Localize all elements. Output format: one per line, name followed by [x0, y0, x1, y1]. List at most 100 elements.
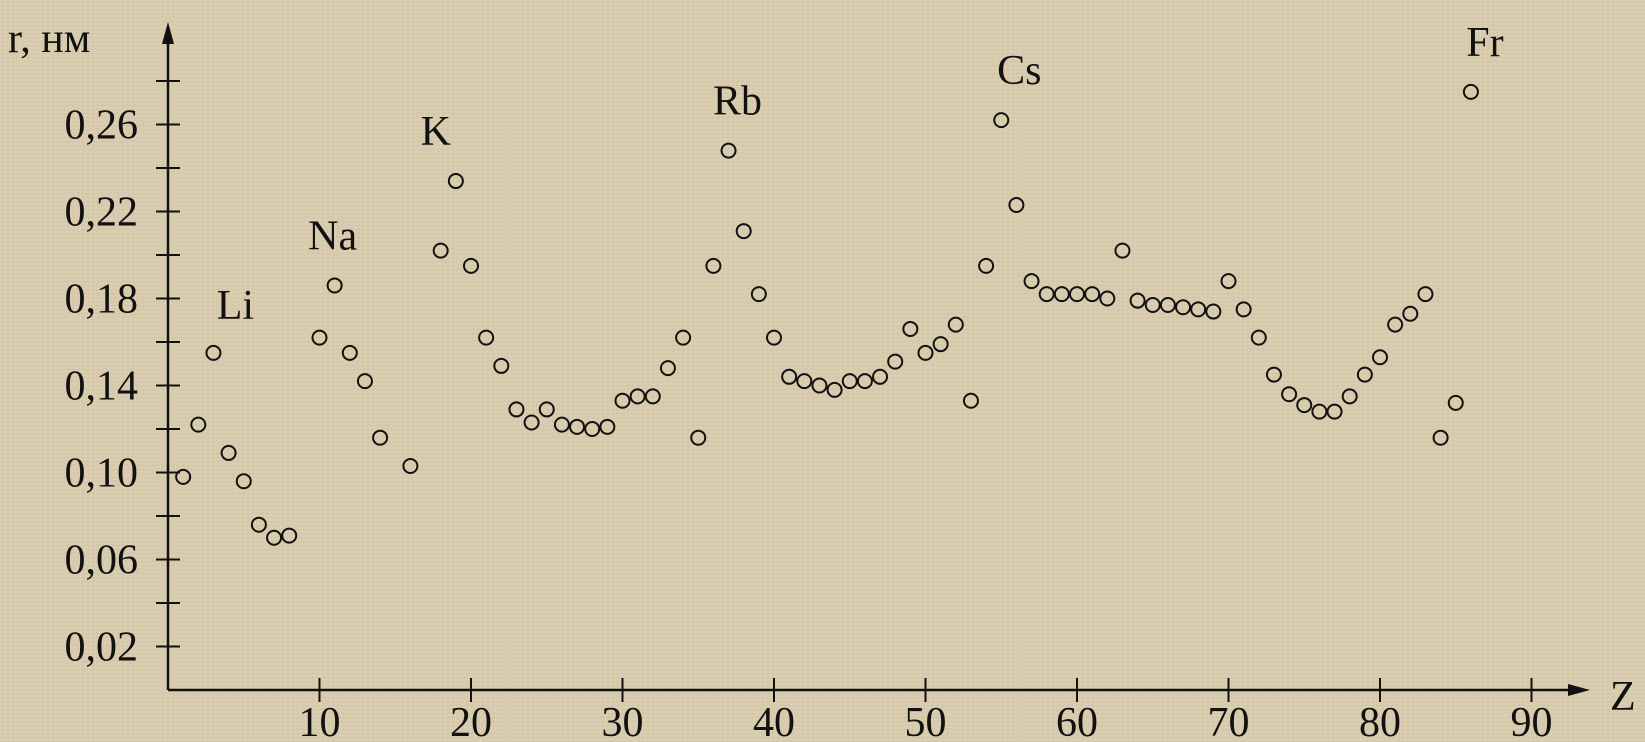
- data-point: [705, 257, 722, 274]
- x-tick-label: 20: [450, 700, 492, 742]
- y-tick-label: 0,02: [65, 625, 139, 671]
- data-point: [235, 473, 252, 490]
- data-point: [690, 429, 707, 446]
- data-point: [341, 344, 358, 361]
- data-point: [493, 357, 510, 374]
- data-point: [1356, 366, 1373, 383]
- data-point: [1205, 303, 1222, 320]
- data-point: [826, 381, 843, 398]
- x-tick-label: 90: [1511, 700, 1553, 742]
- data-point: [917, 344, 934, 361]
- data-point: [205, 344, 222, 361]
- data-point: [447, 173, 464, 190]
- data-point: [1311, 403, 1328, 420]
- data-point: [175, 468, 192, 485]
- data-point: [1462, 83, 1479, 100]
- data-point: [811, 377, 828, 394]
- data-point: [1175, 299, 1192, 316]
- data-point: [1417, 286, 1434, 303]
- y-axis-arrow: [162, 22, 174, 44]
- x-axis-arrow: [1568, 684, 1590, 696]
- data-point: [1144, 297, 1161, 314]
- data-point: [1114, 242, 1131, 259]
- x-tick-label: 70: [1208, 700, 1250, 742]
- data-point: [1069, 286, 1085, 303]
- data-point: [478, 329, 495, 346]
- x-tick-label: 60: [1056, 700, 1098, 742]
- data-point: [993, 112, 1010, 129]
- data-point: [281, 527, 298, 544]
- data-point: [1053, 286, 1070, 303]
- y-tick-label: 0,06: [65, 538, 139, 584]
- data-point: [902, 320, 919, 337]
- data-point: [190, 416, 207, 433]
- x-tick-label: 30: [602, 700, 644, 742]
- data-point-group: [175, 83, 1479, 546]
- data-point: [1190, 301, 1207, 318]
- data-point: [978, 257, 995, 274]
- y-tick-label: 0,18: [65, 277, 139, 323]
- element-label: Rb: [713, 79, 762, 125]
- data-point: [432, 242, 449, 259]
- y-axis-title: r, нм: [8, 16, 90, 62]
- data-point: [735, 223, 752, 240]
- data-point: [372, 429, 389, 446]
- element-label: Cs: [997, 48, 1041, 94]
- data-point: [781, 368, 798, 385]
- y-tick-label: 0,22: [65, 190, 139, 236]
- data-point: [311, 329, 328, 346]
- x-tick-label: 10: [299, 700, 341, 742]
- data-point: [856, 373, 873, 390]
- data-point: [1235, 301, 1252, 318]
- data-point: [947, 316, 964, 333]
- data-point: [523, 414, 540, 431]
- data-point: [1387, 316, 1404, 333]
- data-point: [1447, 394, 1464, 411]
- data-point: [629, 388, 646, 405]
- data-point: [1099, 290, 1116, 307]
- element-label: K: [421, 109, 451, 155]
- data-point: [508, 401, 525, 418]
- x-tick-label: 40: [753, 700, 795, 742]
- data-point: [1220, 273, 1237, 290]
- data-point: [463, 257, 479, 274]
- data-point: [932, 336, 949, 353]
- data-point: [1281, 386, 1298, 403]
- data-point: [1159, 297, 1176, 314]
- axes: r, нм Z: [8, 16, 1636, 720]
- data-point: [538, 401, 555, 418]
- data-point: [962, 392, 979, 409]
- data-point: [1326, 403, 1343, 420]
- data-point: [402, 457, 419, 474]
- data-point: [584, 421, 601, 437]
- data-point: [1250, 329, 1267, 346]
- data-point: [1084, 286, 1101, 303]
- data-point: [675, 329, 692, 346]
- x-tick-label: 80: [1359, 700, 1401, 742]
- data-point: [644, 388, 661, 405]
- data-point: [614, 392, 631, 409]
- tick-group: 0,02 0,06 0,10 0,14 0,18 0,22 0,26 10 20 30 40 50 60…: [65, 80, 1553, 742]
- data-point: [841, 373, 858, 390]
- element-label: Na: [308, 213, 357, 259]
- data-point: [553, 416, 570, 433]
- data-point: [887, 353, 904, 370]
- x-tick-label: 50: [905, 700, 947, 742]
- element-label-group: Li Na K Rb Cs Fr: [217, 20, 1504, 329]
- data-point: [266, 529, 283, 546]
- x-axis-title: Z: [1610, 674, 1636, 720]
- data-point: [766, 329, 782, 346]
- data-point: [250, 516, 267, 533]
- data-point: [1296, 397, 1313, 414]
- data-point: [1265, 366, 1282, 383]
- data-point: [599, 418, 616, 435]
- data-point: [569, 418, 586, 435]
- data-point: [796, 373, 813, 390]
- data-point: [1038, 286, 1055, 303]
- data-point: [720, 142, 737, 159]
- data-point: [659, 360, 676, 377]
- data-point: [220, 444, 237, 461]
- data-point: [1129, 292, 1146, 309]
- y-tick-label: 0,26: [65, 103, 139, 149]
